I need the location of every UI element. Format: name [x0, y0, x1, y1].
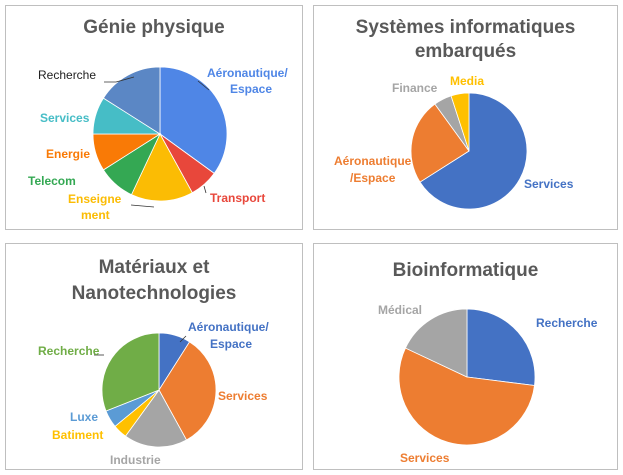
pie-chart-genie: Recherche Aéronautique/ Espace Services …	[28, 66, 288, 222]
label-finance: Finance	[392, 81, 438, 95]
label-aeronautique-l1: Aéronautique/	[188, 320, 269, 334]
label-services: Services	[40, 111, 90, 125]
pie-slice-industrie	[124, 389, 188, 448]
pie-slice-recherche	[101, 332, 160, 412]
label-recherche: Recherche	[38, 344, 100, 358]
label-medical: Médical	[378, 303, 422, 317]
pie-slice-recherche	[102, 66, 161, 135]
chart-panel-bioinformatique: Bioinformatique Médical Recherche Servic…	[313, 243, 618, 470]
label-aeronautique-l2: Espace	[230, 82, 272, 96]
chart-title: Bioinformatique	[392, 260, 539, 281]
pie-slice-media	[450, 92, 470, 152]
chart-panel-materiaux: Matériaux et Nanotechnologies Recherche …	[5, 243, 303, 470]
pie-slice-services	[419, 92, 528, 210]
leader-lines	[94, 335, 187, 356]
label-services: Services	[524, 177, 574, 191]
pie-slice-services	[398, 347, 535, 446]
label-transport: Transport	[210, 191, 265, 205]
chart-title: Génie physique	[83, 17, 225, 38]
label-luxe: Luxe	[70, 410, 98, 424]
chart-panel-genie-physique: Génie physique Recherche Aéronautique/ E…	[5, 5, 303, 230]
label-services: Services	[400, 451, 450, 465]
label-services: Services	[218, 389, 268, 403]
pie-slice-aeronautique-espace	[410, 103, 470, 183]
label-batiment: Batiment	[52, 428, 103, 442]
label-enseignement-l2: ment	[81, 208, 110, 222]
pie-slice-medical	[404, 308, 468, 378]
label-media: Media	[450, 74, 484, 88]
chart-title-line1: Matériaux et	[98, 257, 210, 278]
label-industrie: Industrie	[110, 453, 161, 467]
label-aeronautique-l1: Aéronautique	[334, 154, 412, 168]
pie-chart-bio: Médical Recherche Services	[378, 303, 598, 465]
pie-slice-recherche	[466, 308, 536, 386]
pie-chart-systemes: Finance Media Aéronautique /Espace Servi…	[334, 74, 574, 210]
chart-panel-systemes-embarques: Systèmes informatiques embarqués Finance…	[313, 5, 618, 230]
label-energie: Energie	[46, 147, 90, 161]
label-enseignement-l1: Enseigne	[68, 192, 122, 206]
chart-title-line2: embarqués	[414, 41, 517, 62]
pie-chart-materiaux: Recherche Aéronautique/ Espace Services …	[38, 320, 269, 467]
label-telecom: Telecom	[28, 174, 76, 188]
label-aeronautique-l2: /Espace	[350, 171, 396, 185]
label-recherche: Recherche	[38, 68, 96, 82]
pie-slice-enseignement	[130, 133, 193, 202]
label-recherche: Recherche	[536, 316, 598, 330]
leader-lines	[104, 76, 210, 208]
pie-slice-aeronautique-espace	[159, 66, 228, 174]
label-aeronautique-l2: Espace	[210, 337, 252, 351]
chart-title-line1: Systèmes informatiques	[355, 17, 576, 38]
chart-title-line2: Nanotechnologies	[71, 283, 237, 304]
label-aeronautique-l1: Aéronautique/	[207, 66, 288, 80]
